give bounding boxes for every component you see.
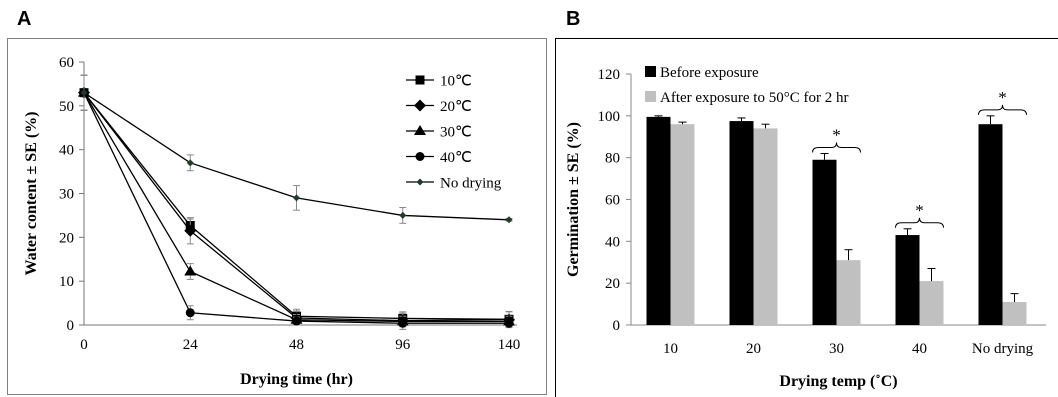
panel-a-y-tick-label: 30 [59,187,74,203]
panel-a-y-tick-label: 10 [59,274,74,290]
panel-a-x-tick-label: 140 [498,337,521,353]
panel-a-y-axis-title: Water content ± SE (%) [23,111,40,275]
panel-a-legend-marker [414,99,426,112]
panel-b-y-tick-label: 120 [598,67,621,83]
panel-b-y-tick-label: 40 [605,234,620,250]
panel-a-data-point [398,318,408,328]
panel-b-significance-label: * [998,88,1007,107]
panel-b-x-axis-title: Drying temp (˚C) [779,373,897,390]
panel-a-y-tick-label: 0 [67,318,75,334]
panel-a-x-tick-label: 96 [395,337,411,353]
panel-b-bar [1002,301,1027,325]
panel-b-y-tick-label: 80 [605,151,620,167]
panel-a-legend-label: 10℃ [440,74,472,90]
panel-a-x-tick-label: 24 [183,337,199,353]
panel-a-letter: A [17,8,32,30]
panel-b-x-tick-label: 20 [746,341,761,357]
panel-b-x-tick-label: No drying [972,341,1034,357]
panel-a-legend-marker [416,178,424,186]
panel-a-y-tick-label: 20 [59,230,74,246]
panel-b-frame [555,38,1058,397]
panel-b-series-1 [670,121,1027,325]
panel-a-x-tick-label: 0 [80,337,88,353]
panel-a-legend-label: No drying [440,176,502,192]
panel-a-y-tick-label: 40 [59,143,74,159]
panel-b-bar [919,281,944,325]
panel-b-x-tick-label: 10 [663,341,678,357]
panel-a-y-tick-label: 60 [59,55,74,71]
panel-b-bar [895,235,920,325]
panel-a-legend-label: 20℃ [440,99,472,115]
panel-b-significance-label: * [915,201,924,220]
panel-b-legend-swatch [645,66,656,77]
panel-b-y-tick-label: 100 [598,109,621,125]
panel-b-bar [978,124,1003,325]
panel-a-y-tick-label: 50 [59,99,74,115]
panel-b-bar [729,121,754,325]
panel-a-legend-marker [415,75,425,85]
panel-b-bar [836,260,861,325]
panel-b-legend-swatch [645,91,656,102]
panel-a-legend-label: 40℃ [440,150,472,166]
panel-a-data-point [186,159,194,167]
panel-b-y-tick-label: 60 [605,193,620,209]
panel-a-x-tick-label: 48 [289,337,304,353]
panel-a-series-4 [80,74,513,224]
panel-a-legend-label: 30℃ [440,125,472,141]
panel-b-x-tick-label: 40 [912,341,927,357]
panel-b-bar [646,116,671,325]
panel-b-y-tick-label: 20 [605,276,620,292]
panel-b-y-tick-label: 0 [613,318,621,334]
panel-a-data-point [504,318,514,328]
panel-a-data-point [293,194,300,202]
panel-a-legend-marker [414,125,426,135]
panel-a-data-point [184,224,197,237]
panel-a-series-3 [79,74,514,328]
panel-b-bar [670,124,695,325]
panel-a-x-axis-title: Drying time (hr) [240,371,353,388]
panel-b-bar [812,159,837,325]
panel-a-data-point [399,211,407,219]
panel-a-data-point [80,89,88,97]
panel-b-letter: B [566,8,581,30]
panel-b-y-axis-title: Germination ± SE (%) [565,122,582,277]
panel-a-data-point [185,308,195,318]
panel-b-series-0 [646,115,1003,325]
panel-a-data-point [184,265,197,276]
panel-b-bar [753,128,778,325]
panel-b-significance-label: * [832,125,841,144]
panel-a-data-point [292,316,301,326]
panel-b-legend-label: Before exposure [660,65,759,81]
panel-b-legend-label: After exposure to 50°C for 2 hr [660,90,848,106]
panel-a-frame [7,38,547,395]
panel-b-x-tick-label: 30 [829,341,844,357]
panel-a-legend-marker [415,152,425,161]
panel-a-data-point [505,216,513,224]
